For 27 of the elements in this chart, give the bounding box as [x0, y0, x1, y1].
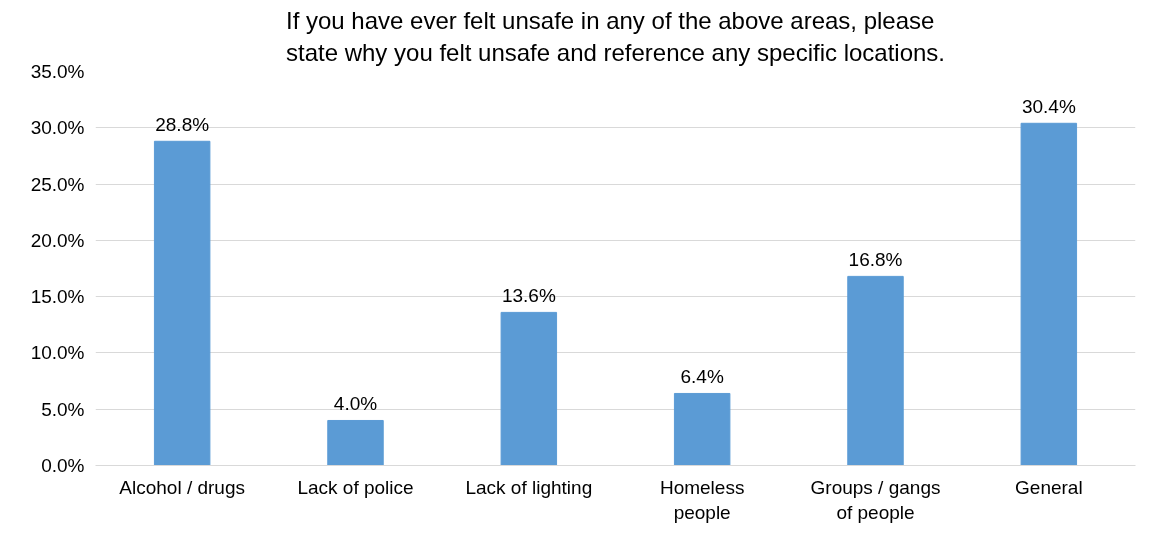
y-tick-label: 25.0% — [30, 173, 85, 195]
x-tick-label: Alcohol / drugs — [119, 476, 246, 498]
y-tick-label: 15.0% — [30, 286, 85, 308]
y-tick-label: 30.0% — [30, 117, 85, 139]
chart-title: If you have ever felt unsafe in any of the above areas, please state why you felt unsafe and reference any specific locations. — [285, 7, 946, 67]
y-tick-label: 10.0% — [30, 342, 85, 364]
bar — [1020, 122, 1078, 466]
y-tick-label: 35.0% — [30, 61, 85, 82]
x-tick-label: Lack of lighting — [465, 476, 593, 498]
bar — [673, 392, 731, 466]
bar — [847, 275, 904, 466]
data-label: 13.6% — [501, 285, 556, 307]
x-tick-label: Homeless people — [659, 476, 745, 523]
data-label: 4.0% — [333, 393, 378, 415]
y-tick-label: 5.0% — [41, 398, 85, 420]
x-tick-label: Lack of police — [297, 476, 414, 498]
x-tick-label: Groups / gangs of people — [810, 476, 941, 523]
data-label: 6.4% — [680, 366, 724, 388]
x-tick-label: General — [1015, 476, 1083, 498]
data-label: 28.8% — [155, 114, 210, 136]
y-tick-label: 20.0% — [30, 229, 85, 251]
bar — [500, 311, 558, 466]
data-label: 16.8% — [848, 249, 903, 271]
bar — [153, 140, 211, 466]
y-tick-label: 0.0% — [41, 455, 85, 476]
bar — [327, 419, 384, 466]
data-label: 30.4% — [1021, 96, 1076, 118]
